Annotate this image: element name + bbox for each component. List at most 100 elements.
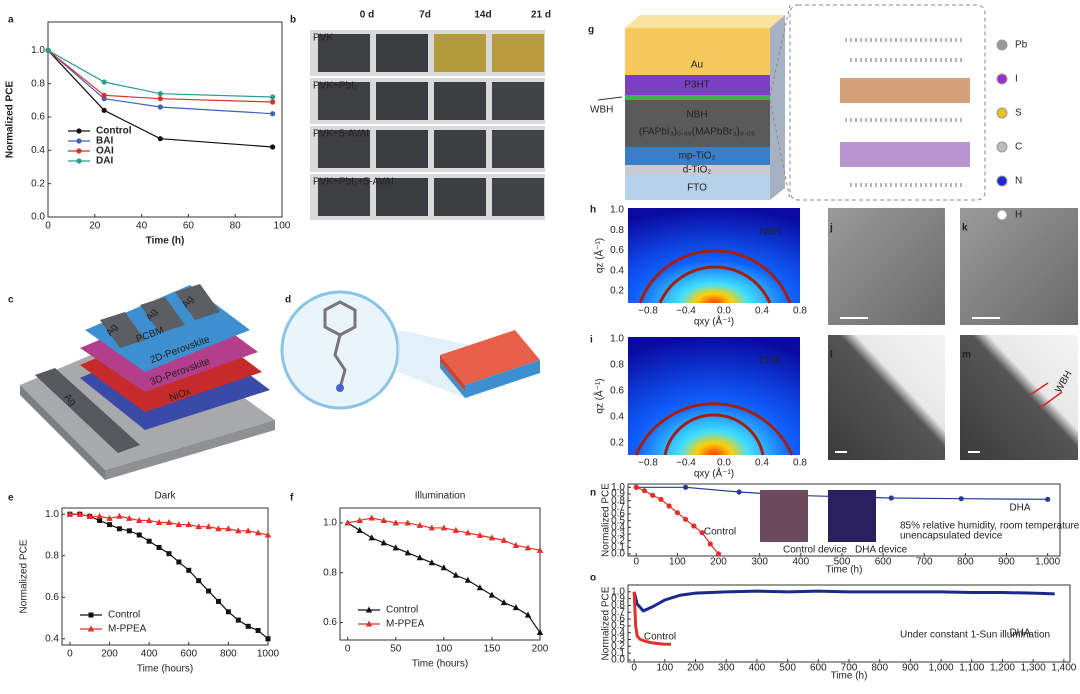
x-axis-label: Time (h) [831, 671, 868, 682]
x-tick-label: 150 [484, 644, 501, 655]
film-photo [376, 82, 428, 120]
series-line [47, 49, 273, 148]
annotation: 85% relative humidity, room temperature [900, 521, 1080, 532]
tem-image [828, 335, 945, 460]
x-tick-label: 600 [875, 557, 892, 568]
marker [452, 571, 460, 578]
molecule-d [280, 290, 540, 410]
x-tick-label: 800 [871, 663, 888, 674]
layer-label: (FAPbI₃)₀.₉₅(MAPbBr₃)₀.₀₅ [639, 127, 755, 138]
panel-letter: e [8, 493, 14, 504]
marker [101, 92, 107, 98]
marker [683, 516, 689, 522]
x-tick-label: 300 [718, 663, 735, 674]
atom-swatch [996, 73, 1008, 85]
legend-marker [76, 158, 82, 164]
marker [186, 567, 192, 573]
y-tick-label: 0.4 [45, 633, 59, 644]
x-tick-label: 0.0 [717, 306, 731, 317]
tem-image [960, 335, 1078, 460]
marker [488, 534, 496, 541]
y-tick-label: 0.2 [610, 286, 624, 297]
marker [888, 495, 894, 501]
row-label: PVK+5-AVAI [313, 129, 369, 140]
x-tick-label: 50 [390, 644, 402, 655]
y-tick-label: 0.8 [610, 360, 624, 371]
marker [175, 521, 183, 528]
film-photo [318, 130, 370, 168]
x-tick-label: 800 [957, 557, 974, 568]
y-axis-label: Normalized PCE [5, 81, 16, 159]
x-tick-label: 80 [230, 221, 242, 232]
marker [215, 598, 221, 604]
x-tick-label: 1,100 [959, 663, 984, 674]
layer-label: d-TiO₂ [683, 165, 712, 176]
y-axis-label: qz (Å⁻¹) [593, 378, 606, 413]
panel-letter: b [290, 15, 296, 26]
y-tick-label: 1.0 [610, 205, 624, 216]
marker [96, 512, 103, 519]
wbh-label: WBH [590, 105, 613, 116]
plot-frame [627, 584, 1071, 663]
marker [500, 536, 508, 543]
device-c [20, 284, 275, 480]
plot-frame [627, 483, 1061, 557]
marker [536, 629, 544, 636]
series-line [632, 591, 671, 646]
film-photo [492, 178, 544, 216]
marker [524, 544, 532, 551]
x-tick-label: −0.8 [638, 458, 658, 469]
x-tick-label: 600 [810, 663, 827, 674]
film-photo [434, 82, 486, 120]
layer-label: Au [691, 60, 703, 71]
legend-label: M-PPEA [386, 619, 425, 630]
photo [828, 490, 876, 542]
x-tick-label: 200 [687, 663, 704, 674]
legend-marker [76, 128, 82, 134]
x-tick-label: 900 [902, 663, 919, 674]
wbh-marker [1029, 382, 1063, 409]
panel-letter: l [830, 350, 833, 361]
film-photo [492, 130, 544, 168]
panel-letter: k [962, 223, 968, 234]
atom-swatch [996, 141, 1008, 153]
x-tick-label: 1,000 [929, 663, 954, 674]
panel-letter: f [290, 493, 294, 504]
marker [265, 636, 271, 642]
x-tick-label: 900 [998, 557, 1015, 568]
marker [512, 541, 520, 548]
giwaxs-image [628, 208, 800, 303]
y-axis-label: Normalized PCE [601, 586, 612, 660]
y-tick-label: 0.6 [610, 245, 624, 256]
series-line [47, 49, 273, 98]
marker [658, 496, 664, 502]
marker [356, 516, 363, 523]
x-tick-label: 400 [141, 649, 158, 660]
film-photo [492, 34, 544, 72]
y-tick-label: 0.4 [31, 145, 45, 156]
sem-image [828, 208, 945, 325]
x-tick-label: 400 [749, 663, 766, 674]
y-tick-label: 0.2 [610, 438, 624, 449]
y-tick-label: 0.2 [611, 641, 625, 652]
x-tick-label: 0.8 [793, 458, 807, 469]
marker [116, 512, 123, 519]
marker [176, 559, 182, 565]
y-tick-label: 0.6 [611, 509, 625, 520]
marker [206, 588, 212, 594]
marker [255, 627, 261, 633]
marker [641, 488, 648, 494]
marker [155, 519, 163, 526]
marker [195, 523, 202, 530]
layer-label: P3HT [684, 80, 710, 91]
panel-letter: n [590, 488, 596, 499]
layer-label: mp-TiO₂ [679, 151, 716, 162]
marker [1045, 496, 1051, 502]
marker [666, 503, 672, 509]
diffraction-ring [638, 249, 792, 304]
y-tick-label: 0.3 [611, 634, 625, 645]
marker [476, 584, 484, 591]
x-axis-label: Time (h) [146, 236, 185, 247]
series-label: DHA [1009, 503, 1030, 514]
y-tick-label: 0.5 [611, 621, 625, 632]
